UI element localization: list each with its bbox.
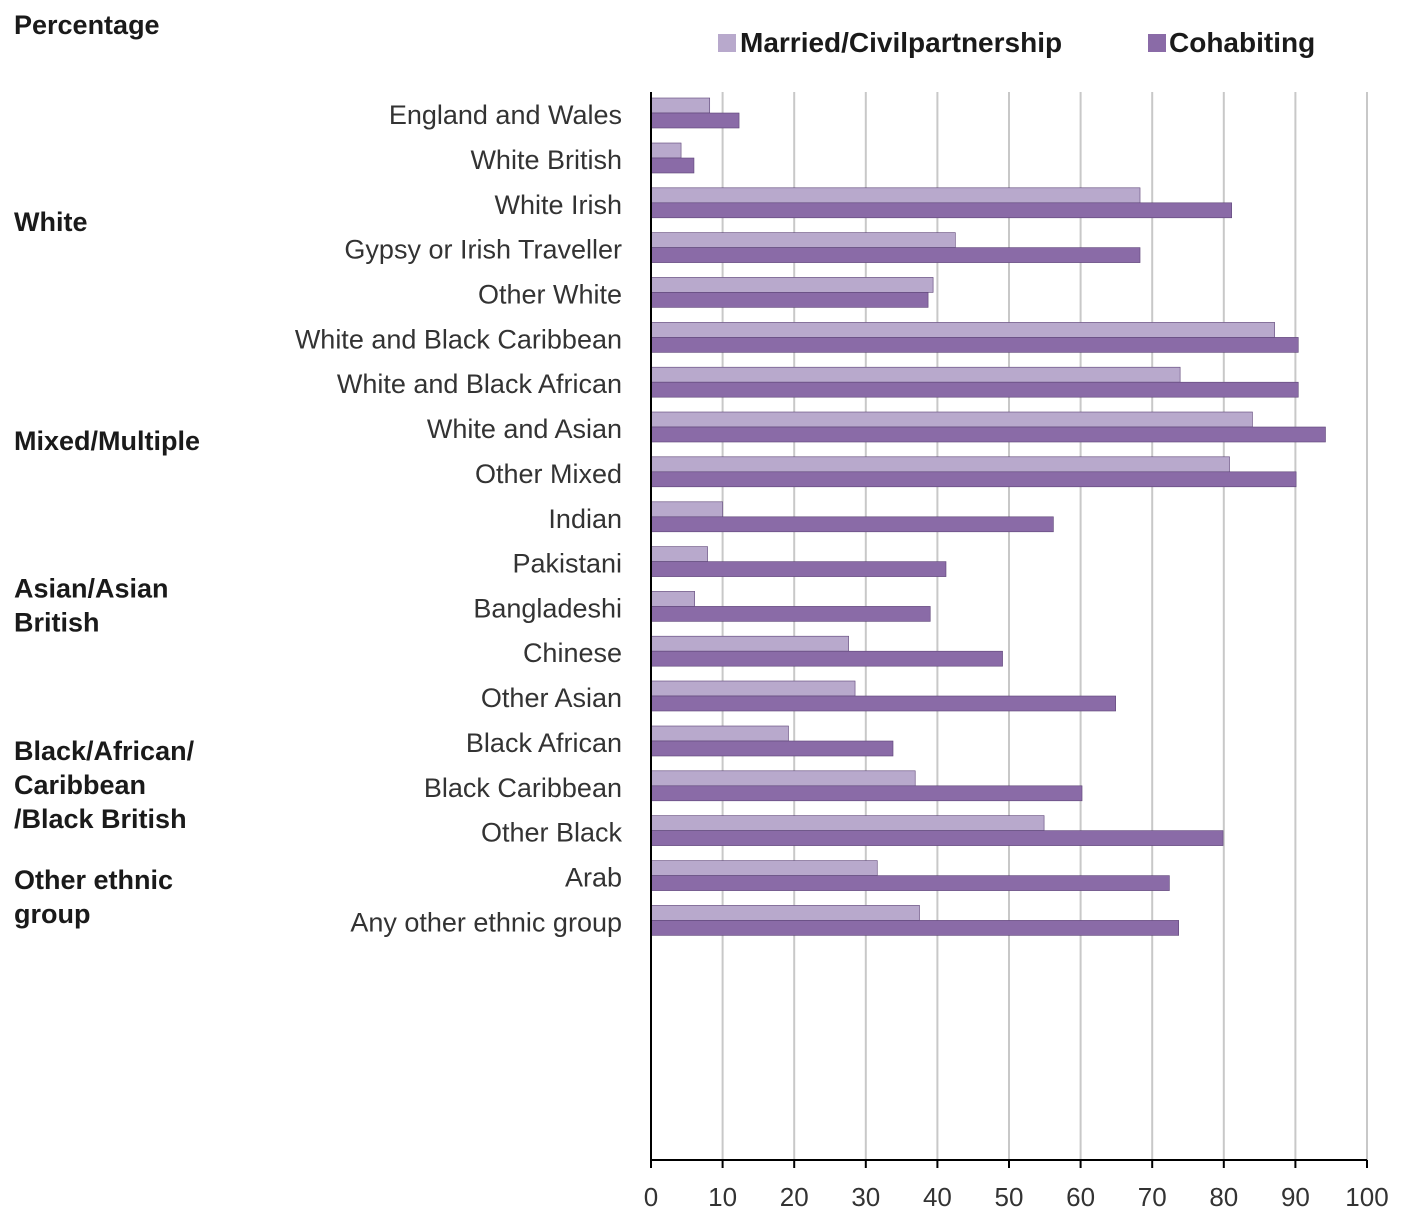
bar-married	[650, 456, 1230, 473]
category-label: Black African	[466, 728, 622, 758]
bar-married	[650, 860, 878, 876]
bar-married	[650, 366, 1181, 383]
bar-cohabiting	[650, 695, 1116, 712]
bar-cohabiting	[650, 247, 1141, 263]
category-label: Other Mixed	[475, 459, 622, 489]
bar-married	[650, 546, 708, 562]
x-tick-label: 100	[1345, 1182, 1388, 1212]
bar-cohabiting	[650, 920, 1179, 936]
group-label: Other ethnic group	[14, 865, 173, 929]
category-label: Any other ethnic group	[350, 907, 622, 937]
bar-married	[650, 411, 1253, 428]
x-tick-label: 40	[923, 1182, 952, 1212]
bar-cohabiting	[650, 830, 1224, 846]
category-label: Other Black	[481, 818, 623, 848]
bar-cohabiting	[650, 516, 1054, 533]
bar-cohabiting	[650, 606, 931, 622]
gridlines	[721, 92, 1368, 1160]
x-tick-label: 70	[1138, 1182, 1167, 1212]
bar-cohabiting	[650, 471, 1297, 488]
category-label: White Irish	[494, 190, 622, 220]
bar-cohabiting	[650, 875, 1170, 891]
bar-cohabiting	[650, 337, 1299, 353]
bar-married	[650, 142, 682, 159]
bar-cohabiting	[650, 112, 740, 129]
bar-cohabiting	[650, 650, 1003, 667]
bar-married	[650, 277, 934, 293]
x-tick-label: 10	[708, 1182, 737, 1212]
category-label: White and Black Caribbean	[295, 324, 622, 354]
bar-married	[650, 501, 723, 518]
bar-married	[650, 680, 856, 697]
x-tick-label: 30	[851, 1182, 880, 1212]
axes	[650, 92, 1368, 1168]
bar-cohabiting	[650, 202, 1232, 219]
bar-married	[650, 187, 1141, 204]
y-axis-title: Percentage	[14, 10, 160, 40]
category-label: Arab	[565, 863, 622, 893]
bar-cohabiting	[650, 426, 1326, 443]
bar-married	[650, 322, 1275, 338]
bar-married	[650, 815, 1045, 831]
legend-swatch-cohabiting	[1148, 34, 1166, 52]
bar-cohabiting	[650, 381, 1299, 398]
x-tick-label: 50	[995, 1182, 1024, 1212]
legend-swatch-married	[718, 34, 736, 52]
bars	[650, 97, 1326, 936]
bar-married	[650, 97, 711, 114]
bar-married	[650, 232, 956, 248]
legend-label-married: Married/Civilpartnership	[740, 27, 1062, 58]
category-label: Indian	[548, 504, 622, 534]
category-label: White and Asian	[427, 414, 622, 444]
x-tick-label: 60	[1066, 1182, 1095, 1212]
labels: 0 10 20 30 40 50 60 70 80 90 100 England and Wales W…	[14, 100, 1389, 1212]
category-label: England and Wales	[389, 100, 622, 130]
category-label: Black Caribbean	[424, 773, 622, 803]
category-label: Pakistani	[512, 549, 622, 579]
group-label: White	[14, 207, 88, 237]
legend: Married/Civilpartnership Cohabiting	[718, 27, 1315, 58]
group-label: Mixed/Multiple	[14, 426, 200, 456]
bar-cohabiting	[650, 157, 695, 174]
category-label: Gypsy or Irish Traveller	[344, 235, 622, 265]
group-label: Asian/Asian British	[14, 573, 169, 637]
x-tick-label: 20	[780, 1182, 809, 1212]
category-label: Other White	[478, 279, 622, 309]
category-label: Other Asian	[481, 683, 622, 713]
group-label: Black/African/Caribbean/Black British	[14, 736, 195, 834]
bar-married	[650, 635, 849, 652]
category-label: White British	[470, 145, 622, 175]
bar-cohabiting	[650, 785, 1083, 802]
bar-cohabiting	[650, 740, 894, 757]
bar-married	[650, 905, 920, 921]
x-tick-label: 80	[1209, 1182, 1238, 1212]
x-tick-label: 90	[1281, 1182, 1310, 1212]
legend-label-cohabiting: Cohabiting	[1169, 27, 1315, 58]
bar-cohabiting	[650, 292, 929, 308]
bar-married	[650, 770, 916, 787]
category-label: Chinese	[523, 638, 622, 668]
category-label: Bangladeshi	[473, 593, 622, 623]
category-label: White and Black African	[337, 369, 622, 399]
bar-cohabiting	[650, 561, 947, 577]
x-tick-label: 0	[644, 1182, 658, 1212]
bar-married	[650, 725, 789, 742]
bar-married	[650, 591, 695, 607]
